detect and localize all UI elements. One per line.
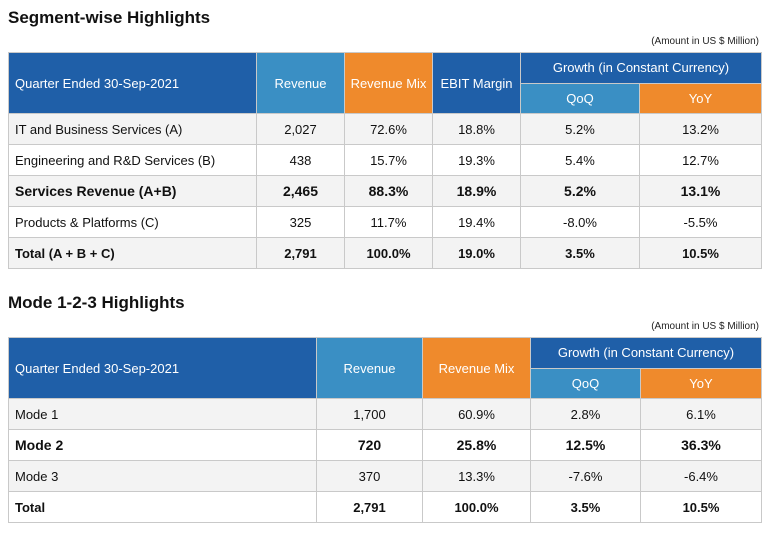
qoq-cell: 12.5% (530, 429, 641, 461)
mix-cell: 72.6% (344, 113, 433, 145)
table-row: Services Revenue (A+B) 2,465 88.3% 18.9%… (8, 175, 762, 207)
table-row: Mode 2 720 25.8% 12.5% 36.3% (8, 429, 762, 461)
mix-cell: 100.0% (422, 491, 531, 523)
mix-cell: 60.9% (422, 398, 531, 430)
revenue-cell: 2,791 (256, 237, 345, 269)
qoq-cell: 3.5% (520, 237, 640, 269)
ebit-cell: 18.8% (432, 113, 521, 145)
yoy-cell: 12.7% (639, 144, 762, 176)
revenue-cell: 2,791 (316, 491, 423, 523)
row-label: Total (A + B + C) (8, 237, 257, 269)
segment-header-yoy: YoY (639, 82, 762, 114)
segment-header-mix: Revenue Mix (344, 52, 433, 114)
row-label: IT and Business Services (A) (8, 113, 257, 145)
mode-header-revenue: Revenue (316, 337, 423, 399)
revenue-cell: 370 (316, 460, 423, 492)
yoy-cell: 6.1% (640, 398, 762, 430)
table-row: Total (A + B + C) 2,791 100.0% 19.0% 3.5… (8, 237, 762, 269)
mix-cell: 13.3% (422, 460, 531, 492)
qoq-cell: 5.2% (520, 113, 640, 145)
qoq-cell: -7.6% (530, 460, 641, 492)
segment-header-growth: Growth (in Constant Currency) (520, 52, 762, 84)
yoy-cell: 13.1% (639, 175, 762, 207)
revenue-cell: 2,027 (256, 113, 345, 145)
ebit-cell: 18.9% (432, 175, 521, 207)
revenue-cell: 438 (256, 144, 345, 176)
ebit-cell: 19.0% (432, 237, 521, 269)
mode-header-mix: Revenue Mix (422, 337, 531, 399)
mode-header-quarter: Quarter Ended 30-Sep-2021 (8, 337, 317, 399)
table-row: Total 2,791 100.0% 3.5% 10.5% (8, 491, 762, 523)
qoq-cell: 5.4% (520, 144, 640, 176)
segment-amount-note: (Amount in US $ Million) (651, 36, 759, 47)
table-row: IT and Business Services (A) 2,027 72.6%… (8, 113, 762, 145)
segment-header-quarter: Quarter Ended 30-Sep-2021 (8, 52, 257, 114)
yoy-cell: 10.5% (640, 491, 762, 523)
mode-header-yoy: YoY (640, 367, 762, 399)
row-label: Total (8, 491, 317, 523)
table-row: Mode 1 1,700 60.9% 2.8% 6.1% (8, 398, 762, 430)
revenue-cell: 325 (256, 206, 345, 238)
ebit-cell: 19.3% (432, 144, 521, 176)
ebit-cell: 19.4% (432, 206, 521, 238)
row-label: Products & Platforms (C) (8, 206, 257, 238)
mix-cell: 25.8% (422, 429, 531, 461)
mode-header-growth: Growth (in Constant Currency) (530, 337, 762, 369)
segment-title: Segment-wise Highlights (8, 8, 211, 27)
segment-header-qoq: QoQ (520, 82, 640, 114)
yoy-cell: -6.4% (640, 460, 762, 492)
yoy-cell: 13.2% (639, 113, 762, 145)
revenue-cell: 2,465 (256, 175, 345, 207)
row-label: Services Revenue (A+B) (8, 175, 257, 207)
yoy-cell: -5.5% (639, 206, 762, 238)
table-row: Engineering and R&D Services (B) 438 15.… (8, 144, 762, 176)
segment-table: Quarter Ended 30-Sep-2021 Revenue Revenu… (8, 52, 762, 269)
mode-header-qoq: QoQ (530, 367, 641, 399)
row-label: Mode 2 (8, 429, 317, 461)
revenue-cell: 720 (316, 429, 423, 461)
revenue-cell: 1,700 (316, 398, 423, 430)
qoq-cell: 2.8% (530, 398, 641, 430)
segment-header-ebit: EBIT Margin (432, 52, 521, 114)
qoq-cell: 3.5% (530, 491, 641, 523)
mix-cell: 11.7% (344, 206, 433, 238)
mix-cell: 88.3% (344, 175, 433, 207)
mode-amount-note: (Amount in US $ Million) (651, 321, 759, 332)
segment-header-revenue: Revenue (256, 52, 345, 114)
qoq-cell: 5.2% (520, 175, 640, 207)
yoy-cell: 36.3% (640, 429, 762, 461)
mode-table: Quarter Ended 30-Sep-2021 Revenue Revenu… (8, 337, 762, 523)
table-row: Mode 3 370 13.3% -7.6% -6.4% (8, 460, 762, 492)
row-label: Mode 3 (8, 460, 317, 492)
mix-cell: 100.0% (344, 237, 433, 269)
mix-cell: 15.7% (344, 144, 433, 176)
table-row: Products & Platforms (C) 325 11.7% 19.4%… (8, 206, 762, 238)
mode-title: Mode 1-2-3 Highlights (8, 293, 185, 312)
row-label: Mode 1 (8, 398, 317, 430)
yoy-cell: 10.5% (639, 237, 762, 269)
qoq-cell: -8.0% (520, 206, 640, 238)
row-label: Engineering and R&D Services (B) (8, 144, 257, 176)
